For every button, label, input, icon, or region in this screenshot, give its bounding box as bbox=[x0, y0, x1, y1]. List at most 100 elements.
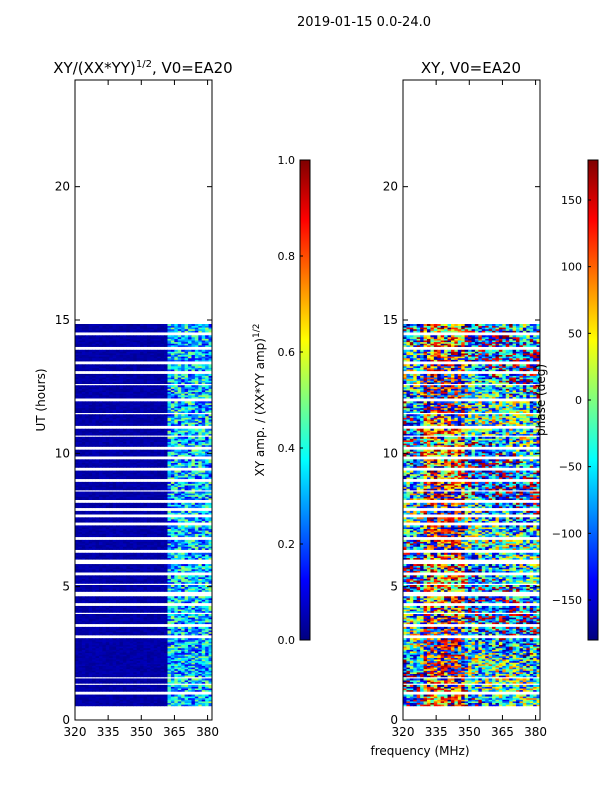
heatmap-cell bbox=[143, 472, 148, 475]
heatmap-cell bbox=[105, 614, 110, 617]
heatmap-cell bbox=[105, 670, 110, 673]
heatmap-cell bbox=[205, 460, 209, 463]
heatmap-cell bbox=[85, 533, 90, 536]
heatmap-cell bbox=[208, 673, 212, 676]
heatmap-cell bbox=[85, 626, 90, 629]
heatmap-cell bbox=[136, 704, 141, 707]
heatmap-cell bbox=[174, 502, 179, 505]
heatmap-cell bbox=[102, 518, 107, 521]
heatmap-cell bbox=[133, 699, 138, 702]
heatmap-cell bbox=[92, 556, 96, 559]
heatmap-cell bbox=[191, 622, 196, 625]
heatmap-cell bbox=[112, 704, 117, 707]
heatmap-cell bbox=[201, 543, 206, 546]
heatmap-cell bbox=[78, 451, 83, 454]
heatmap-cell bbox=[129, 681, 134, 684]
heatmap-cell bbox=[150, 681, 155, 684]
heatmap-cell bbox=[75, 686, 79, 689]
heatmap-cell bbox=[102, 543, 107, 546]
heatmap-cell bbox=[188, 670, 192, 673]
heatmap-cell bbox=[126, 633, 131, 636]
heatmap-cell bbox=[164, 686, 168, 689]
heatmap-cell bbox=[116, 655, 120, 658]
heatmap-cell bbox=[102, 494, 107, 497]
heatmap-cell bbox=[143, 554, 148, 557]
heatmap-cell bbox=[133, 459, 138, 462]
heatmap-cell bbox=[112, 589, 117, 592]
heatmap-cell bbox=[129, 459, 134, 462]
heatmap-cell bbox=[95, 485, 100, 488]
heatmap-cell bbox=[112, 554, 117, 557]
heatmap-cell bbox=[146, 518, 151, 521]
heatmap-cell bbox=[153, 617, 158, 620]
heatmap-cell bbox=[98, 576, 103, 579]
heatmap-cell bbox=[136, 662, 141, 665]
heatmap-cell bbox=[112, 533, 117, 536]
heatmap-cell bbox=[157, 576, 162, 579]
heatmap-cell bbox=[205, 464, 209, 467]
heatmap-cell bbox=[143, 618, 148, 621]
heatmap-cell bbox=[188, 483, 192, 486]
heatmap-cell bbox=[191, 649, 196, 652]
heatmap-cell bbox=[198, 512, 203, 515]
heatmap-cell bbox=[126, 673, 131, 676]
heatmap-cell bbox=[167, 527, 172, 530]
heatmap-cell bbox=[198, 440, 203, 443]
heatmap-cell bbox=[146, 547, 151, 550]
heatmap-cell bbox=[146, 440, 151, 443]
heatmap-cell bbox=[122, 630, 127, 633]
heatmap-cell bbox=[188, 586, 192, 589]
heatmap-cell bbox=[126, 588, 131, 591]
heatmap-cell bbox=[157, 451, 162, 454]
heatmap-cell bbox=[181, 630, 186, 633]
heatmap-cell bbox=[116, 504, 120, 507]
heatmap-cell bbox=[136, 525, 141, 528]
heatmap-cell bbox=[88, 570, 93, 573]
heatmap-cell bbox=[102, 659, 107, 662]
heatmap-cell bbox=[143, 473, 148, 476]
heatmap-cell bbox=[136, 575, 141, 578]
heatmap-cell bbox=[188, 518, 192, 521]
heatmap-cell bbox=[95, 533, 100, 536]
heatmap-cell bbox=[150, 459, 155, 462]
heatmap-cell bbox=[157, 496, 162, 499]
heatmap-cell bbox=[78, 588, 83, 591]
heatmap-cell bbox=[157, 546, 162, 549]
heatmap-cell bbox=[81, 568, 86, 571]
heatmap-cell bbox=[164, 697, 168, 700]
heatmap-cell bbox=[194, 554, 199, 557]
heatmap-cell bbox=[95, 589, 100, 592]
heatmap-cell bbox=[208, 610, 212, 613]
heatmap-cell bbox=[194, 675, 199, 678]
heatmap-cell bbox=[95, 502, 100, 505]
heatmap-cell bbox=[116, 465, 120, 468]
heatmap-cell bbox=[112, 449, 117, 452]
heatmap-cell bbox=[75, 630, 79, 633]
heatmap-cell bbox=[170, 599, 175, 602]
heatmap-cell bbox=[102, 567, 107, 570]
heatmap-cell bbox=[174, 654, 179, 657]
heatmap-cell bbox=[153, 647, 158, 650]
heatmap-cell bbox=[75, 544, 79, 547]
heatmap-cell bbox=[201, 610, 206, 613]
heatmap-cell bbox=[75, 483, 79, 486]
heatmap-cell bbox=[191, 472, 196, 475]
heatmap-cell bbox=[177, 701, 182, 704]
heatmap-cell bbox=[181, 568, 186, 571]
heatmap-cell bbox=[136, 557, 141, 560]
heatmap-cell bbox=[194, 697, 199, 700]
heatmap-cell bbox=[177, 543, 182, 546]
heatmap-cell bbox=[119, 528, 124, 531]
heatmap-cell bbox=[194, 465, 199, 468]
heatmap-cell bbox=[75, 443, 79, 446]
heatmap-cell bbox=[191, 506, 196, 509]
heatmap-cell bbox=[88, 454, 93, 457]
heatmap-cell bbox=[78, 475, 83, 478]
heatmap-cell bbox=[177, 609, 182, 612]
heatmap-cell bbox=[92, 660, 96, 663]
heatmap-cell bbox=[164, 473, 168, 476]
heatmap-cell bbox=[109, 504, 114, 507]
heatmap-cell bbox=[140, 443, 144, 446]
heatmap-cell bbox=[208, 547, 212, 550]
heatmap-cell bbox=[88, 502, 93, 505]
